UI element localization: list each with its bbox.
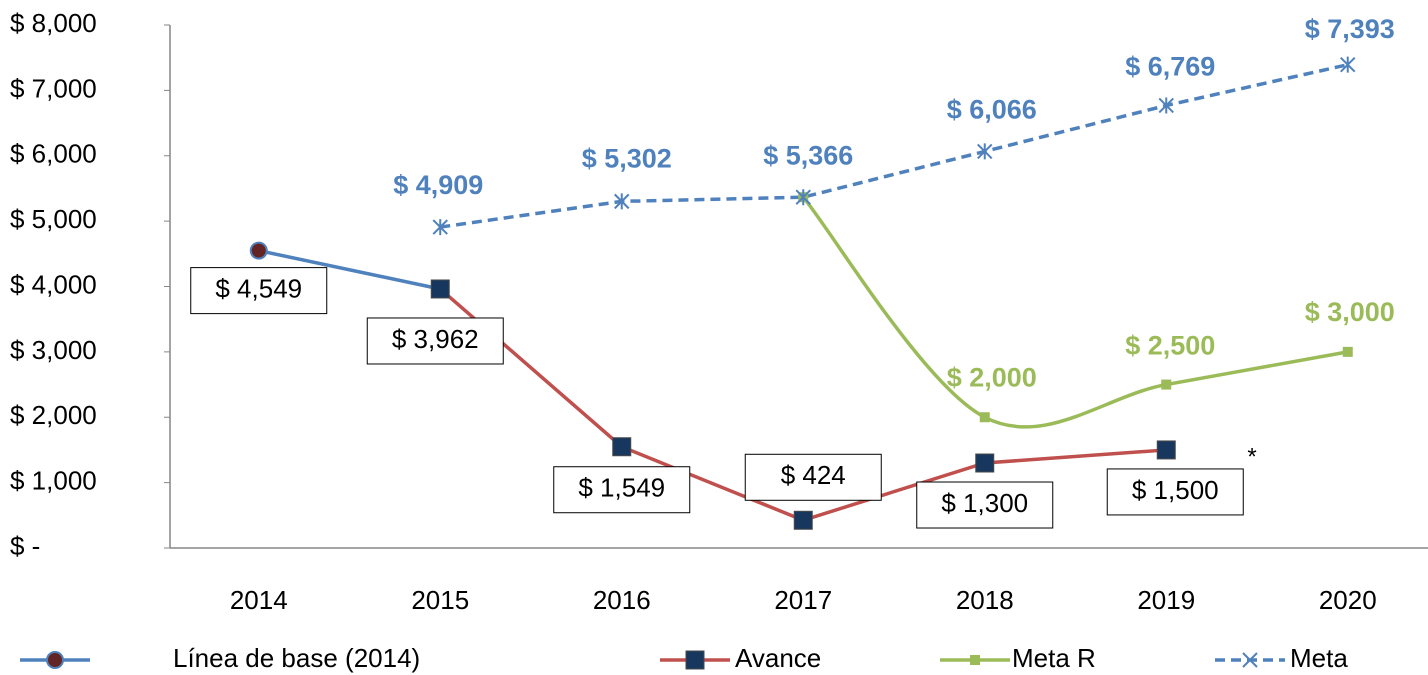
label-box (366, 317, 504, 365)
x-tick-label: 2020 (1319, 585, 1377, 615)
legend-label: Línea de base (2014) (173, 643, 420, 673)
marker (249, 241, 268, 260)
marker (975, 453, 995, 473)
x-tick-label: 2019 (1137, 585, 1195, 615)
data-label: $ 5,366 (763, 140, 853, 170)
data-label: $ 4,549 (215, 273, 302, 303)
x-tick-label: 2016 (593, 585, 651, 615)
series-line (440, 62, 1349, 229)
data-label: $ 2,500 (1125, 331, 1215, 361)
y-tick-label: $ - (10, 531, 40, 561)
x-tick-label: 2014 (230, 585, 288, 615)
data-label: $ 1,549 (578, 473, 665, 503)
y-tick-label: $ 4,000 (10, 269, 97, 299)
marker (1161, 379, 1172, 390)
marker (1156, 440, 1176, 460)
data-label: $ 1,500 (1132, 475, 1219, 505)
x-tick-label: 2018 (956, 585, 1014, 615)
data-label: $ 3,000 (1305, 297, 1395, 327)
x-tick-label: 2017 (774, 585, 832, 615)
y-tick-label: $ 8,000 (10, 8, 97, 38)
label-box (553, 466, 691, 514)
marker (614, 193, 630, 210)
series-line (801, 196, 1349, 429)
marker (432, 219, 448, 236)
legend-label: Meta R (1012, 643, 1096, 673)
data-label: $ 3,962 (392, 324, 479, 354)
data-label: $ 4,909 (393, 170, 483, 200)
legend-marker (685, 650, 705, 670)
y-tick-label: $ 6,000 (10, 139, 97, 169)
y-tick-label: $ 3,000 (10, 335, 97, 365)
legend-marker (970, 655, 980, 665)
marker (795, 189, 811, 206)
data-label: $ 5,302 (582, 144, 672, 174)
annotation: * (1247, 443, 1256, 470)
data-label: $ 6,769 (1125, 52, 1215, 82)
y-tick-label: $ 1,000 (10, 466, 97, 496)
label-box (744, 453, 882, 501)
marker (612, 437, 632, 457)
label-box (916, 481, 1054, 529)
marker (1342, 346, 1353, 357)
marker (979, 412, 990, 423)
legend-marker (46, 651, 64, 669)
series-line (258, 248, 441, 291)
data-label: $ 1,300 (941, 488, 1028, 518)
data-label: $ 424 (781, 460, 846, 490)
legend-label: Avance (735, 643, 821, 673)
data-label: $ 6,066 (947, 95, 1037, 125)
label-box (190, 267, 328, 315)
label-box (1106, 468, 1244, 516)
marker (977, 143, 993, 160)
legend-marker (1242, 652, 1258, 668)
marker (793, 510, 813, 530)
y-tick-label: $ 2,000 (10, 400, 97, 430)
data-label: $ 2,000 (947, 362, 1037, 392)
data-label: $ 7,393 (1305, 14, 1395, 44)
marker (1158, 97, 1174, 114)
legend-label: Meta (1290, 643, 1348, 673)
marker (1340, 56, 1356, 73)
y-tick-label: $ 5,000 (10, 204, 97, 234)
marker (430, 279, 450, 299)
x-tick-label: 2015 (411, 585, 469, 615)
y-tick-label: $ 7,000 (10, 73, 97, 103)
